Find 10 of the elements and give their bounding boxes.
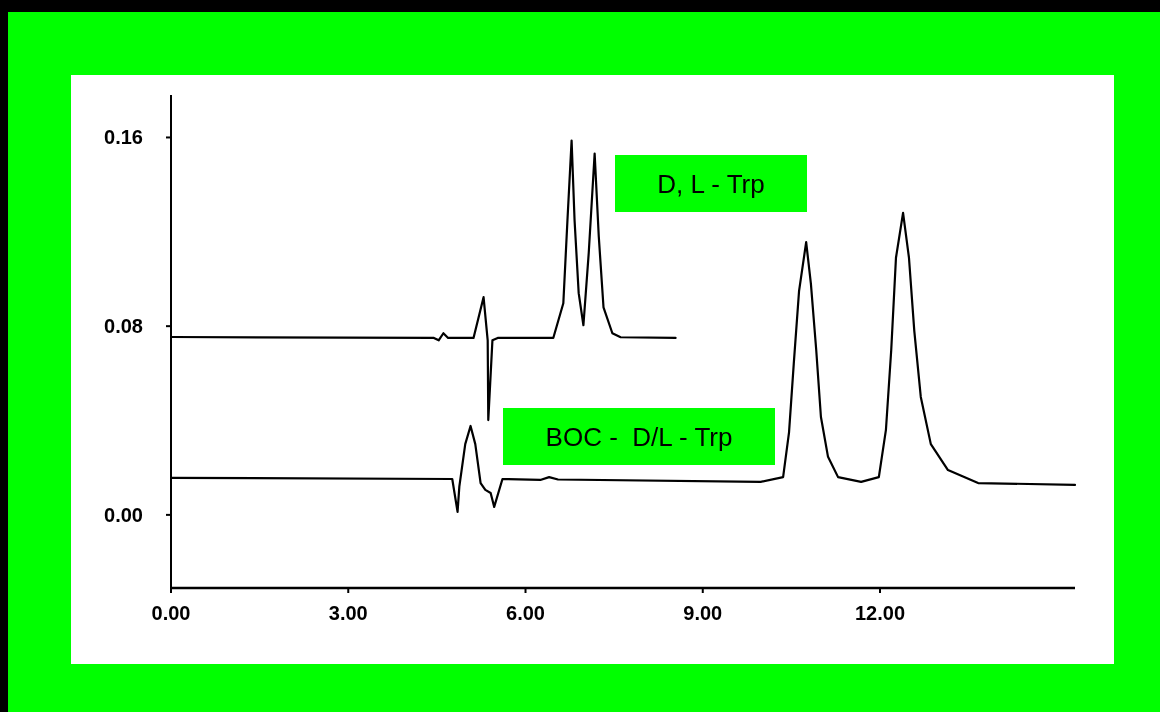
y-tick-label: 0.08: [104, 315, 143, 338]
x-tick-label: 12.00: [854, 602, 906, 624]
y-tick-label: 0.00: [104, 503, 143, 526]
x-tick-label: 3.00: [328, 602, 368, 624]
series-label: BOC - D/L - Trp: [545, 421, 733, 452]
y-tick-label: 0.16: [104, 126, 143, 149]
x-tick-label: 6.00: [506, 602, 545, 624]
text: D, L - Trp: [657, 168, 765, 199]
x-tick-label: 0.00: [151, 602, 191, 624]
x-tick-label: 9.00: [683, 602, 723, 624]
